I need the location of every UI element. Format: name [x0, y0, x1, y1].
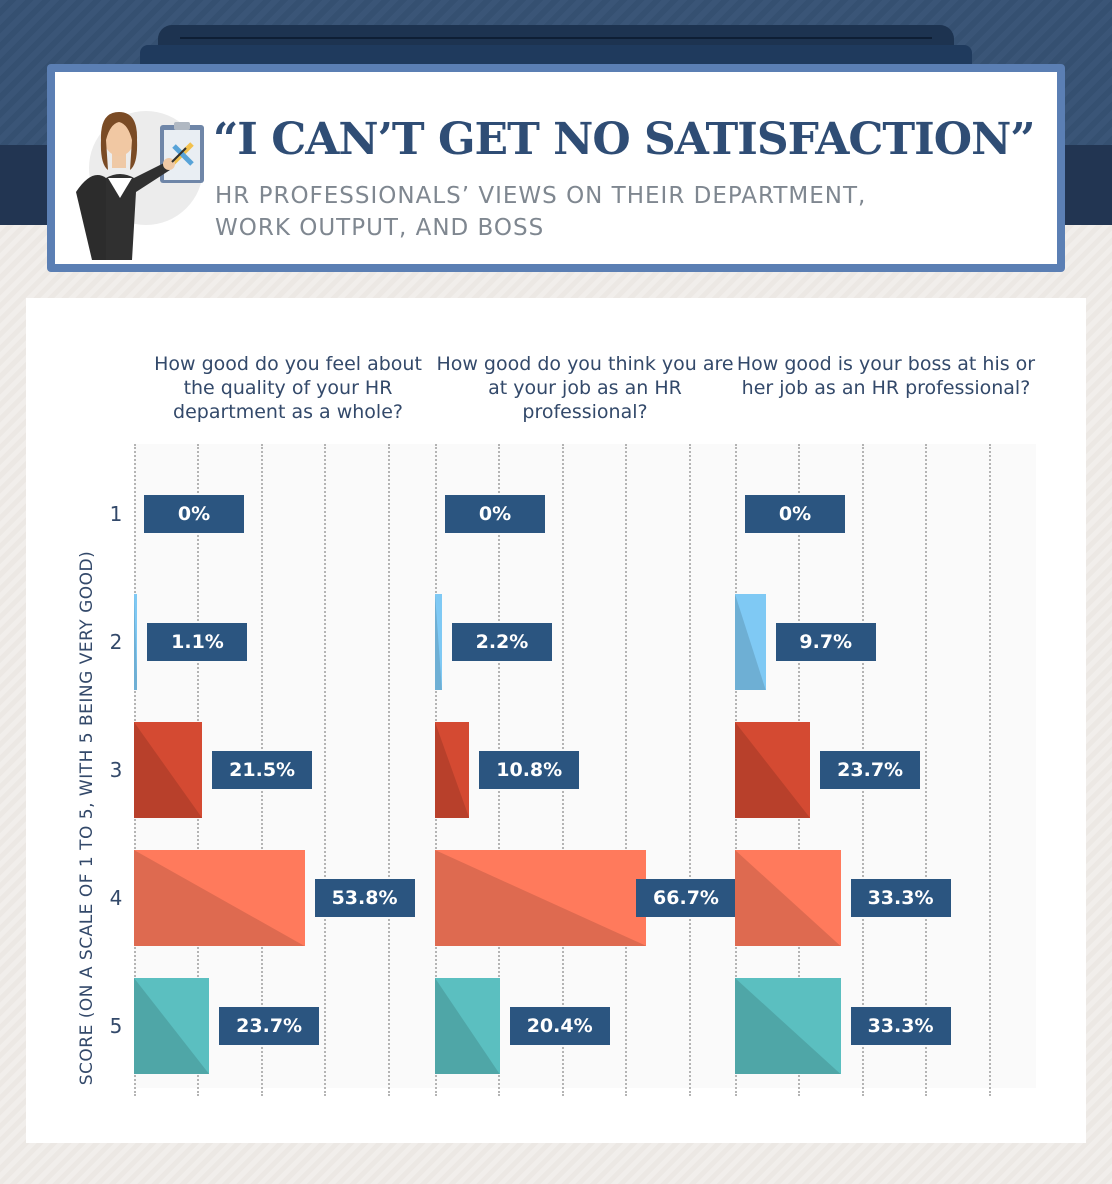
bar-q3-score-5 [735, 978, 841, 1074]
question-1: How good do you feel about the quality o… [154, 353, 422, 423]
y-tick-label: 2 [109, 630, 123, 654]
value-label-q3-score-5: 33.3% [850, 1007, 951, 1045]
question-2: How good do you think you are at your jo… [436, 353, 734, 423]
header-inner: “I CAN’T GET NO SATISFACTION” HR PROFESS… [55, 72, 1057, 264]
page-title: “I CAN’T GET NO SATISFACTION” [213, 114, 1036, 165]
bar-q3-score-2 [735, 594, 766, 690]
value-label-q2-score-1: 0% [445, 495, 545, 533]
y-tick-label: 3 [109, 758, 123, 782]
panel-3-gridline [989, 444, 991, 1096]
bar-shade [134, 978, 210, 1074]
value-label-q2-score-5: 20.4% [509, 1007, 610, 1045]
bar-q2-score-2 [435, 594, 442, 690]
value-label-q2-score-4: 66.7% [636, 879, 736, 917]
question-3: How good is your boss at his or her job … [736, 353, 1036, 399]
y-tick-label: 5 [109, 1014, 123, 1038]
bar-shade [134, 850, 305, 946]
bar-q2-score-3 [435, 722, 470, 818]
value-label-q1-score-1: 0% [144, 495, 244, 533]
bar-q2-score-4 [435, 850, 647, 946]
value-label-q3-score-1: 0% [745, 495, 845, 533]
bar-shade [435, 850, 647, 946]
value-label-q1-score-2: 1.1% [147, 623, 248, 661]
bar-shade [435, 978, 500, 1074]
value-label-q3-score-3: 23.7% [820, 751, 921, 789]
value-label-q3-score-2: 9.7% [775, 623, 876, 661]
bar-q1-score-2 [134, 594, 138, 690]
value-label-q2-score-2: 2.2% [451, 623, 552, 661]
bar-q3-score-3 [735, 722, 811, 818]
bar-shade [134, 722, 203, 818]
y-axis-title-text: SCORE (ON A SCALE OF 1 TO 5, WITH 5 BEIN… [77, 550, 97, 1086]
bar-q1-score-5 [134, 978, 210, 1074]
chart-card: How good do you feel about the quality o… [26, 298, 1086, 1143]
panel-2-gridline [625, 444, 627, 1096]
bar-shade [735, 722, 811, 818]
value-label-q2-score-3: 10.8% [479, 751, 580, 789]
header-card: “I CAN’T GET NO SATISFACTION” HR PROFESS… [47, 64, 1065, 272]
page-subtitle: HR PROFESSIONALS’ VIEWS ON THEIR DEPARTM… [215, 183, 867, 241]
bar-q1-score-3 [134, 722, 203, 818]
bar-q1-score-4 [134, 850, 305, 946]
bar-shade [435, 722, 470, 818]
bar-shade [435, 594, 442, 690]
panel-2-gridline [689, 444, 691, 1096]
value-label-q1-score-3: 21.5% [212, 751, 313, 789]
bar-q2-score-5 [435, 978, 500, 1074]
panel-1-gridline [324, 444, 326, 1096]
bar-q3-score-4 [735, 850, 841, 946]
value-label-q1-score-4: 53.8% [314, 879, 415, 917]
bar-shade [735, 594, 766, 690]
value-label-q3-score-4: 33.3% [850, 879, 951, 917]
y-tick-label: 4 [109, 886, 123, 910]
hr-professional-illustration [76, 111, 204, 260]
y-tick-label: 1 [109, 502, 123, 526]
bar-shade [735, 978, 841, 1074]
value-label-q1-score-5: 23.7% [219, 1007, 320, 1045]
panel-1-gridline [388, 444, 390, 1096]
bar-shade [735, 850, 841, 946]
panel-3-gridline [925, 444, 927, 1096]
bar-shade [134, 594, 138, 690]
